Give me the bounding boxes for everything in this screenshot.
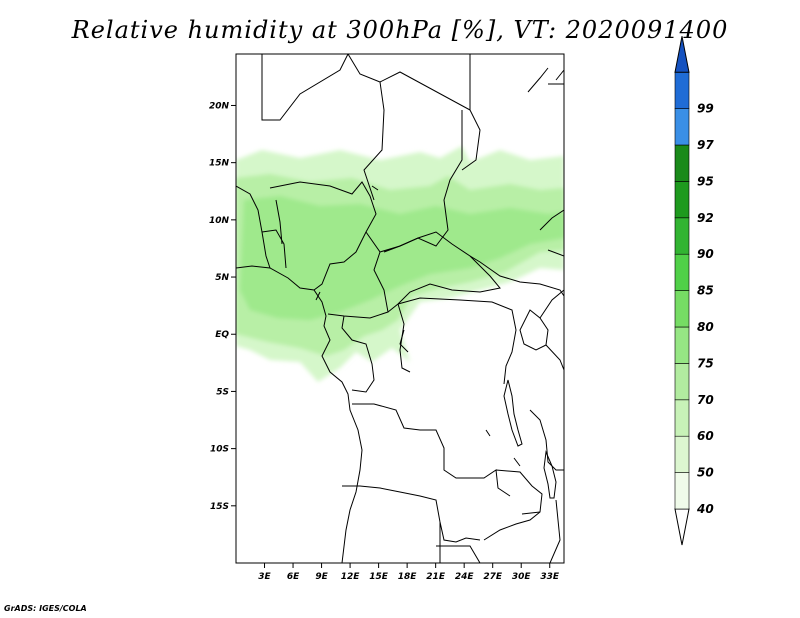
map-title: Relative humidity at 300hPa [%], VT: 202… [71, 16, 729, 44]
lat-tick-label: EQ [215, 330, 229, 340]
lon-tick-label: 12E [341, 572, 361, 582]
border-tanzania-kenya [539, 289, 564, 371]
lon-tick-label: 6E [287, 572, 300, 582]
lat-tick-label: 5S [216, 387, 229, 397]
lon-tick-label: 18E [398, 572, 418, 582]
colorbar-label: 97 [697, 138, 714, 152]
border-car [379, 231, 501, 313]
lon-tick-label: 24E [455, 572, 475, 582]
lon-tick-label: 9E [315, 572, 328, 582]
colorbar-legend: 40 50 60 70 75 80 85 90 92 95 97 99 [674, 36, 714, 546]
border-north [236, 54, 349, 121]
longitude-axis: 3E 6E 9E 12E 15E 18E 21E 24E 27E 30E 33E [258, 563, 560, 582]
colorbar-swatch [674, 71, 690, 109]
border-benin-togo [261, 199, 287, 269]
river-segments [315, 185, 541, 515]
lat-tick-label: 15S [210, 502, 229, 512]
map-frame [235, 53, 565, 564]
colorbar-label: 92 [697, 211, 714, 225]
border-sudan-east [461, 83, 564, 171]
lake-victoria [519, 309, 549, 351]
colorbar-swatch [674, 363, 690, 401]
colorbar-label: 70 [697, 393, 714, 407]
border-cameroon [327, 231, 389, 319]
colorbar-label: 85 [697, 284, 714, 298]
lat-tick-label: 20N [209, 101, 230, 111]
border-nigeria [269, 181, 377, 291]
colorbar-swatch [674, 326, 690, 364]
humidity-region-strong [240, 196, 564, 320]
colorbar-label: 95 [697, 174, 714, 188]
lon-tick-label: 33E [540, 572, 560, 582]
lat-tick-label: 10N [209, 216, 230, 226]
country-borders [236, 54, 564, 563]
border-zambia [483, 469, 543, 541]
lon-tick-label: 21E [426, 572, 446, 582]
colorbar-label: 40 [696, 502, 714, 516]
border-angola-south [342, 485, 481, 543]
border-mozambique [529, 409, 564, 563]
border-libya-chad [347, 54, 385, 201]
colorbar-max-arrow [674, 36, 690, 73]
red-sea-coast [527, 67, 564, 93]
border-egypt-sudan [379, 54, 471, 111]
colorbar-swatch [674, 472, 690, 510]
colorbar-swatch [674, 217, 690, 255]
colorbar-swatch [674, 181, 690, 219]
colorbar-label: 75 [697, 356, 714, 370]
colorbar-label: 50 [697, 466, 714, 480]
border-namibia-botswana [436, 522, 481, 563]
lon-tick-label: 30E [512, 572, 532, 582]
colorbar-label: 80 [697, 320, 714, 334]
lat-tick-label: 10S [210, 445, 229, 455]
colorbar-swatch [674, 290, 690, 328]
lat-tick-label: 5N [215, 273, 229, 283]
colorbar-label: 90 [697, 247, 714, 261]
colorbar-swatch [674, 435, 690, 473]
colorbar-swatch [674, 108, 690, 146]
lake-tanganyika [503, 379, 523, 447]
colorbar-label: 60 [697, 429, 714, 443]
border-gabon-congo [341, 315, 375, 393]
lake-malawi [543, 450, 557, 499]
latitude-axis: 20N 15N 10N 5N EQ 5S 10S 15S [209, 101, 236, 512]
colorbar-label: 99 [697, 102, 714, 116]
border-niger-west [236, 185, 271, 269]
coastline [236, 265, 363, 563]
colorbar-swatch [674, 399, 690, 437]
grads-credit: GrADS: IGES/COLA [4, 604, 87, 613]
border-angola [352, 403, 511, 497]
lon-tick-label: 15E [369, 572, 389, 582]
colorbar-swatch [674, 253, 690, 291]
border-drc-north [397, 297, 517, 385]
humidity-shading [236, 146, 564, 382]
colorbar-min-arrow [674, 508, 690, 546]
lon-tick-label: 3E [258, 572, 271, 582]
border-ethiopia [539, 209, 564, 257]
lat-tick-label: 15N [209, 159, 230, 169]
colorbar-swatch [674, 144, 690, 182]
border-south-sudan [469, 255, 564, 297]
lon-tick-label: 27E [483, 572, 503, 582]
